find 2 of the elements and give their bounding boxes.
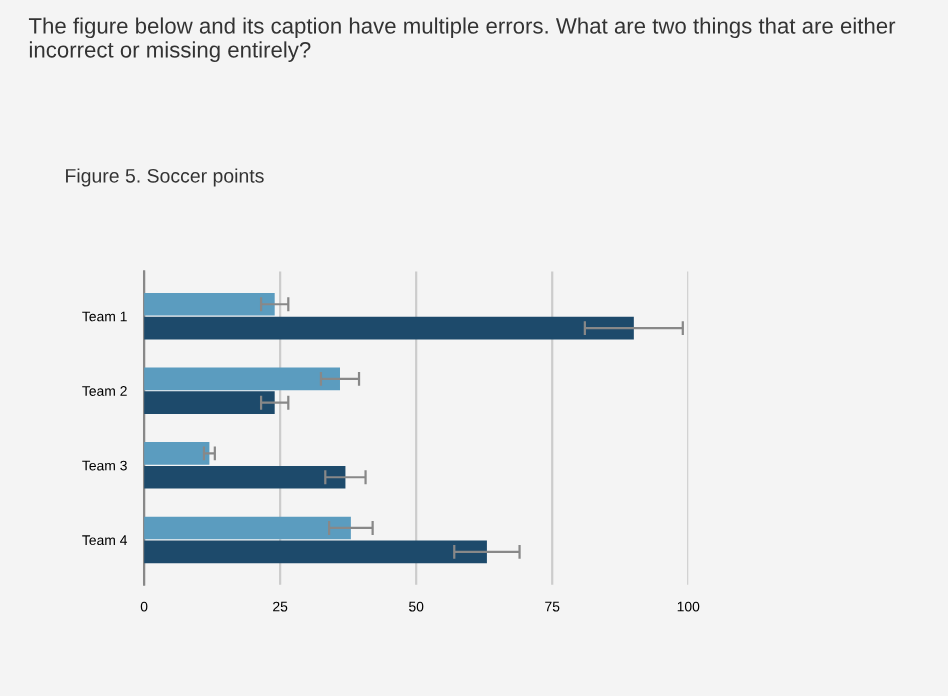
chart-title: Figure 5. Soccer points bbox=[66, 168, 264, 187]
text: The figure below and its caption have multiple errors. What are two things that are either incorrect or missing entirely? bbox=[28, 17, 896, 63]
